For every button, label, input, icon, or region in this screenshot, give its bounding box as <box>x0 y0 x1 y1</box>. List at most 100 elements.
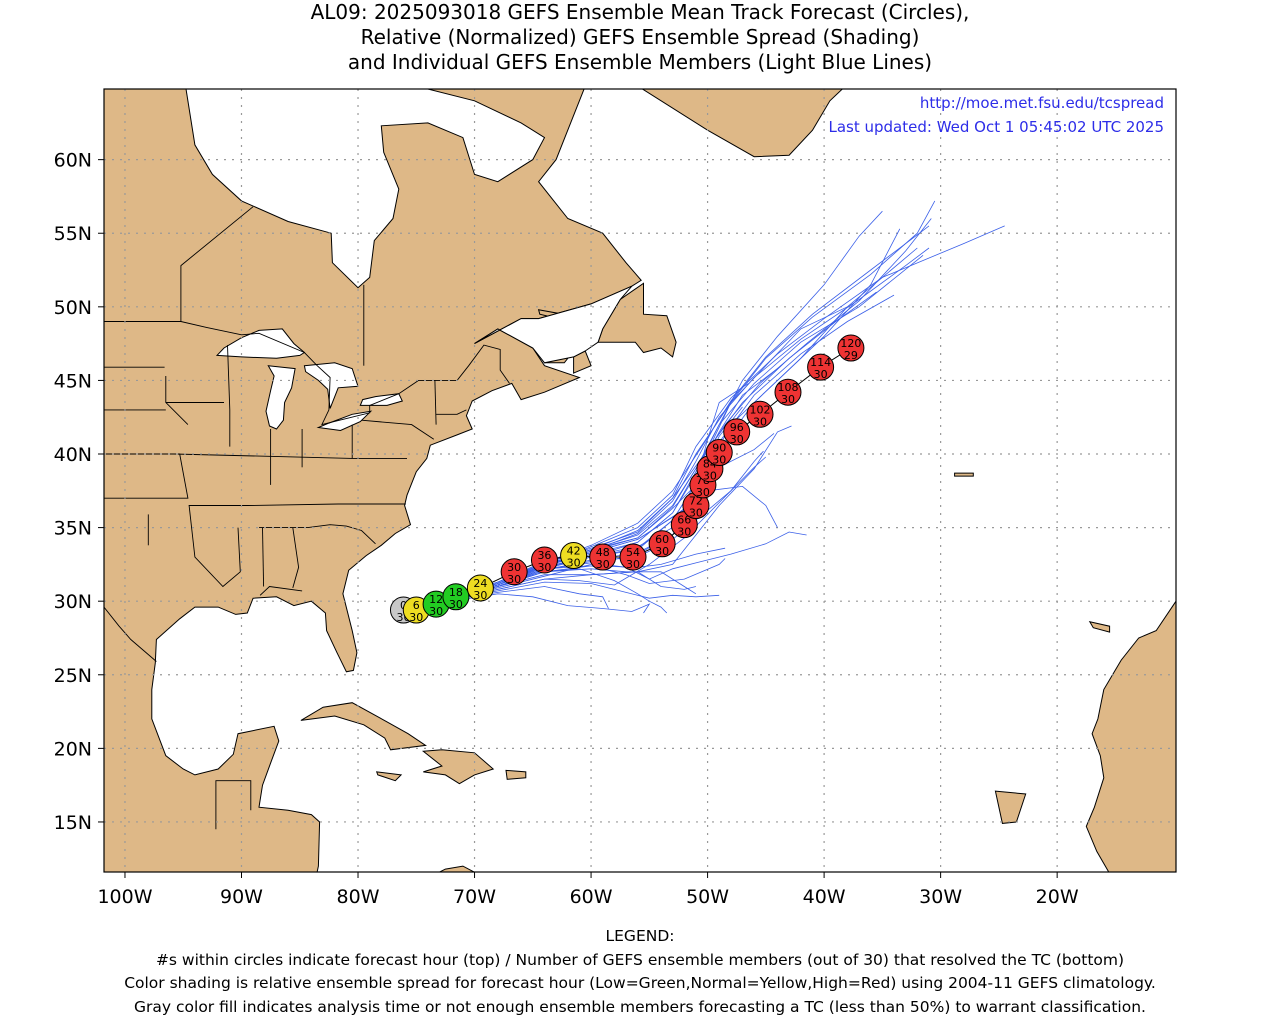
member-count-label: 30 <box>781 393 795 406</box>
member-count-label: 30 <box>537 561 551 574</box>
forecast-circle <box>500 558 528 586</box>
cuba-island <box>300 702 427 751</box>
lake-michigan <box>265 365 296 430</box>
chart-title: AL09: 2025093018 GEFS Ensemble Mean Trac… <box>0 0 1280 75</box>
state-lines-12 <box>436 409 467 415</box>
x-tick-label: 90W <box>220 886 263 908</box>
state-lines-2 <box>259 524 376 545</box>
member-count-label: 30 <box>409 611 423 624</box>
forecast-hour-label: 0 <box>400 599 407 612</box>
y-tick-label: 40N <box>54 444 92 466</box>
member-count-label: 30 <box>596 558 610 571</box>
forecast-hour-label: 18 <box>449 586 463 599</box>
land-layer <box>104 89 1232 872</box>
forecast-circle <box>466 574 494 602</box>
lake-huron <box>303 362 359 409</box>
legend-line-1: #s within circles indicate forecast hour… <box>155 950 1125 969</box>
map-frame <box>103 88 1177 873</box>
member-count-label: 30 <box>814 368 828 381</box>
forecast-hour-label: 54 <box>626 546 640 559</box>
member-count-label: 30 <box>507 573 521 586</box>
y-tick-label: 25N <box>54 665 92 687</box>
member-count-label: 30 <box>730 433 744 446</box>
x-tick-label: 100W <box>97 886 152 908</box>
forecast-circle <box>560 542 588 570</box>
forecast-hour-label: 60 <box>655 533 669 546</box>
forecast-hour-label: 102 <box>750 403 771 416</box>
graticule <box>104 89 1176 872</box>
member-count-label: 30 <box>696 486 710 499</box>
x-tick-label: 80W <box>337 886 380 908</box>
mean-track-circles: 0306301230183024303030363042304830543060… <box>389 334 865 624</box>
y-tick-label: 35N <box>54 518 92 540</box>
state-lines-3 <box>188 503 406 588</box>
axis-labels: 100W 90W 80W 70W 60W 50W 40W 30W 20W 15N 20N 25N 30N… <box>54 150 1079 908</box>
hispaniola-island <box>421 749 495 785</box>
greenland-landmass <box>641 89 844 158</box>
y-tick-label: 45N <box>54 370 92 392</box>
member-count-label: 30 <box>429 605 443 618</box>
member-count-label: 30 <box>753 415 767 428</box>
forecast-hour-label: 96 <box>730 421 744 434</box>
ensemble-member-track <box>403 225 930 611</box>
title-line-2: Relative (Normalized) GEFS Ensemble Spre… <box>360 25 920 49</box>
iberia-landmass <box>1180 395 1232 513</box>
state-lines-8 <box>292 527 300 589</box>
forecast-hour-label: 42 <box>567 545 581 558</box>
forecast-circle <box>648 530 676 558</box>
x-tick-label: 60W <box>570 886 613 908</box>
credit-updated: Last updated: Wed Oct 1 05:45:02 UTC 202… <box>828 118 1164 136</box>
forecast-circle <box>837 334 865 362</box>
title-line-3: and Individual GEFS Ensemble Members (Li… <box>347 50 933 74</box>
member-count-label: 29 <box>844 349 858 362</box>
title-line-1: AL09: 2025093018 GEFS Ensemble Mean Trac… <box>310 0 970 24</box>
forecast-circle <box>705 439 733 467</box>
y-tick-label: 50N <box>54 297 92 319</box>
x-tick-label: 50W <box>686 886 729 908</box>
y-tick-label: 15N <box>54 812 92 834</box>
lake-superior <box>215 328 306 359</box>
legend: LEGEND: #s within circles indicate forec… <box>0 925 1280 1019</box>
africa-landmass <box>1085 595 1176 872</box>
hudson-bay <box>185 89 546 289</box>
member-count-label: 30 <box>567 557 581 570</box>
credit-url: http://moe.met.fsu.edu/tcspread <box>920 94 1164 112</box>
state-lines-4 <box>227 345 231 447</box>
forecast-hour-label: 30 <box>507 561 521 574</box>
forecast-hour-label: 108 <box>777 381 798 394</box>
us-canada-border <box>104 321 510 426</box>
forecast-circle <box>774 378 802 406</box>
legend-line-2: Color shading is relative ensemble sprea… <box>124 974 1156 992</box>
y-tick-label: 55N <box>54 223 92 245</box>
y-tick-label: 30N <box>54 591 92 613</box>
member-count-label: 30 <box>655 545 669 558</box>
puerto-rico-island <box>505 769 527 780</box>
member-count-label: 30 <box>449 598 463 611</box>
forecast-circle <box>746 400 774 428</box>
forecast-circle <box>807 353 835 381</box>
state-lines-11 <box>361 419 435 440</box>
x-tick-label: 20W <box>1036 886 1079 908</box>
gulf-of-st-lawrence <box>474 285 633 364</box>
member-count-label: 30 <box>712 454 726 467</box>
y-tick-label: 20N <box>54 738 92 760</box>
forecast-circle <box>619 543 647 571</box>
state-lines-1 <box>259 586 303 596</box>
forecast-hour-label: 90 <box>712 442 726 455</box>
state-lines-13 <box>434 380 437 425</box>
track-map: 0306301230183024303030363042304830543060… <box>54 88 1232 908</box>
forecast-hour-label: 36 <box>537 549 551 562</box>
member-count-label: 30 <box>677 526 691 539</box>
state-lines-16 <box>104 453 189 499</box>
forecast-hour-label: 120 <box>840 337 861 350</box>
jamaica-island <box>375 771 403 782</box>
